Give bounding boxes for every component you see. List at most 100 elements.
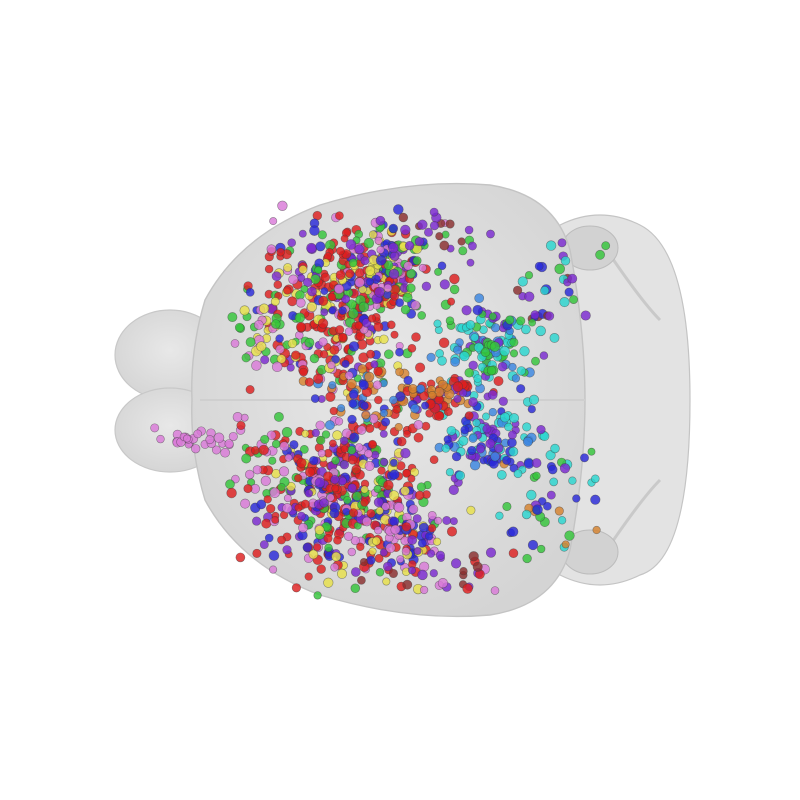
cell-marker [321, 430, 331, 439]
cell-marker [560, 256, 571, 266]
cell-marker [268, 550, 280, 561]
cell-marker [366, 509, 376, 518]
cell-marker [502, 501, 512, 512]
cell-marker [373, 497, 384, 508]
cell-marker [205, 435, 215, 445]
cell-marker [401, 547, 411, 556]
cell-marker [532, 504, 543, 516]
cell-marker [388, 568, 398, 579]
cell-marker [457, 237, 466, 246]
cell-marker [317, 449, 326, 458]
cell-marker [273, 411, 284, 422]
cell-marker [472, 561, 483, 572]
cell-marker [331, 484, 340, 493]
cell-marker [211, 445, 221, 455]
cell-marker [281, 426, 293, 438]
cell-marker [298, 229, 307, 238]
cell-marker [587, 447, 596, 456]
cell-marker [224, 439, 234, 449]
cell-marker [317, 230, 327, 240]
cell-marker [348, 508, 359, 518]
cell-marker [416, 482, 426, 492]
cell-marker [251, 360, 262, 371]
cell-marker [393, 204, 404, 215]
cell-marker [417, 311, 427, 320]
cell-marker [381, 502, 390, 511]
cell-marker [230, 339, 240, 348]
cell-marker [307, 286, 317, 297]
cell-marker [508, 446, 519, 457]
cell-marker [412, 256, 422, 266]
cell-marker [590, 474, 600, 484]
cell-marker [473, 342, 484, 353]
cell-marker [482, 424, 492, 434]
cell-marker [348, 341, 360, 352]
cell-marker [264, 264, 274, 274]
cell-marker [297, 511, 306, 521]
cell-marker [443, 435, 452, 444]
cell-marker [283, 263, 293, 273]
cell-marker [458, 435, 469, 446]
cell-marker [336, 246, 345, 256]
cell-marker [304, 377, 314, 387]
cell-marker [235, 552, 246, 563]
cell-marker [347, 445, 357, 455]
cell-marker [414, 490, 425, 501]
cell-marker [403, 261, 413, 271]
cell-marker [314, 477, 326, 488]
cell-marker [416, 384, 426, 394]
cell-marker [326, 493, 335, 502]
cell-marker [499, 345, 510, 357]
cell-marker [450, 558, 462, 569]
cell-marker [468, 360, 478, 371]
cell-marker [459, 351, 470, 362]
cell-marker [241, 453, 252, 464]
cell-marker [252, 516, 262, 526]
cell-marker [446, 526, 458, 537]
cell-marker [423, 227, 433, 237]
cell-marker [348, 389, 359, 400]
cell-marker [545, 240, 557, 251]
cell-marker [330, 474, 340, 485]
cell-marker [522, 553, 532, 564]
cell-marker [446, 425, 457, 436]
cell-marker [193, 429, 203, 439]
cell-marker [273, 280, 283, 290]
cell-marker [309, 456, 319, 466]
cell-marker [445, 468, 454, 477]
cell-marker [277, 535, 286, 545]
cell-marker [402, 292, 413, 303]
cell-marker [413, 420, 424, 430]
cell-marker [508, 362, 517, 372]
cell-marker [379, 334, 389, 345]
cell-marker [467, 241, 477, 251]
cell-markers [150, 200, 611, 600]
cell-marker [427, 510, 437, 520]
cell-marker [364, 449, 373, 458]
cell-marker [339, 436, 349, 446]
cell-marker [531, 458, 542, 468]
cell-marker [549, 477, 559, 487]
cell-marker [228, 431, 238, 442]
cell-marker [375, 255, 387, 266]
cell-marker [400, 486, 410, 496]
cell-marker [540, 286, 550, 296]
cell-marker [253, 320, 264, 330]
cell-marker [373, 484, 382, 494]
cell-marker [352, 491, 363, 502]
cell-marker [379, 429, 388, 438]
cell-marker [334, 417, 344, 426]
cell-marker [450, 357, 460, 367]
cell-marker [380, 458, 389, 467]
cell-marker [318, 296, 329, 306]
cell-marker [459, 567, 468, 576]
cell-marker [418, 263, 427, 272]
cell-marker [453, 394, 462, 403]
cell-marker [266, 430, 277, 440]
cell-marker [448, 484, 459, 496]
cell-marker [418, 522, 429, 533]
cell-marker [407, 535, 418, 545]
cell-marker [358, 379, 369, 391]
cell-marker [394, 422, 403, 432]
cell-marker [550, 443, 560, 454]
